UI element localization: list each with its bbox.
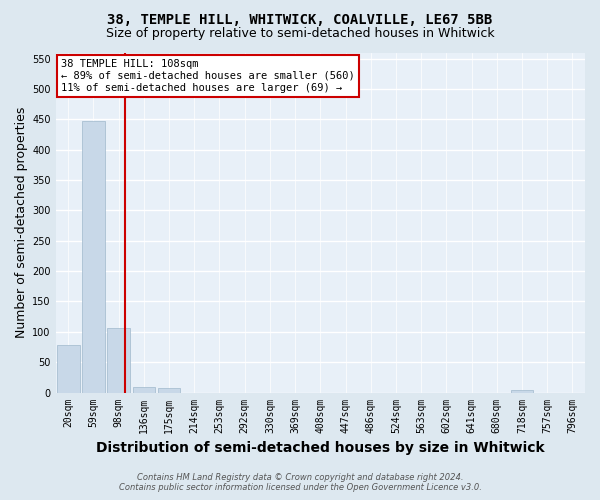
Text: Size of property relative to semi-detached houses in Whitwick: Size of property relative to semi-detach… — [106, 26, 494, 40]
Text: Contains HM Land Registry data © Crown copyright and database right 2024.
Contai: Contains HM Land Registry data © Crown c… — [119, 473, 481, 492]
Text: 38, TEMPLE HILL, WHITWICK, COALVILLE, LE67 5BB: 38, TEMPLE HILL, WHITWICK, COALVILLE, LE… — [107, 12, 493, 26]
Bar — [133, 387, 155, 392]
Bar — [511, 390, 533, 392]
Bar — [57, 345, 80, 393]
Text: 38 TEMPLE HILL: 108sqm
← 89% of semi-detached houses are smaller (560)
11% of se: 38 TEMPLE HILL: 108sqm ← 89% of semi-det… — [61, 60, 355, 92]
Bar — [107, 328, 130, 392]
Bar — [82, 121, 105, 392]
X-axis label: Distribution of semi-detached houses by size in Whitwick: Distribution of semi-detached houses by … — [96, 441, 545, 455]
Y-axis label: Number of semi-detached properties: Number of semi-detached properties — [15, 107, 28, 338]
Bar — [158, 388, 181, 392]
